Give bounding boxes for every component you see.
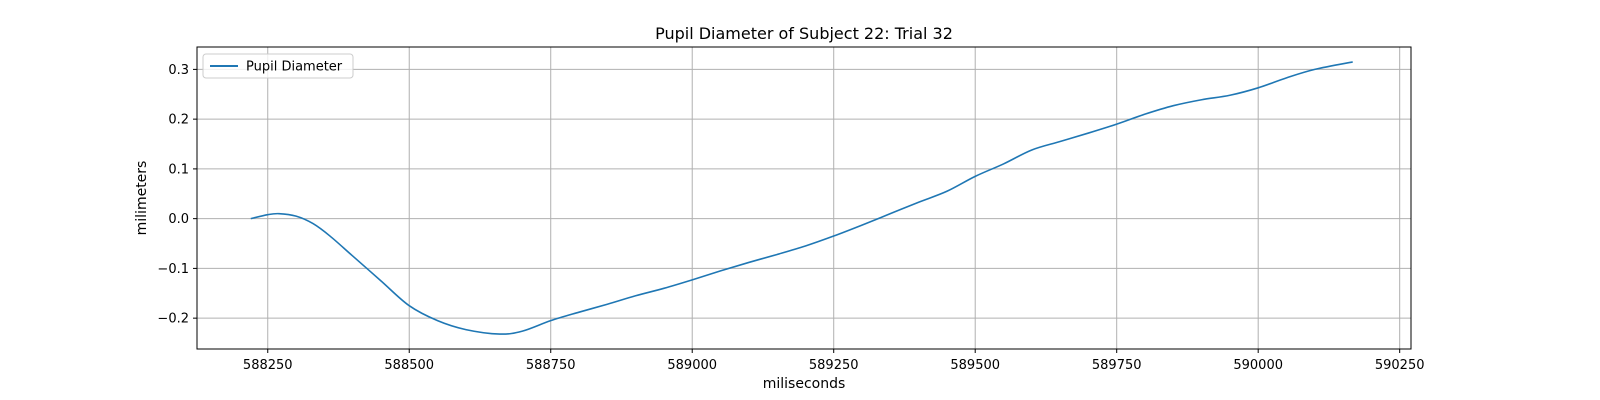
series-line-pupil-diameter <box>250 61 1353 335</box>
chart-title: Pupil Diameter of Subject 22: Trial 32 <box>655 24 953 43</box>
legend: Pupil Diameter <box>202 53 354 79</box>
x-tick-label: 589000 <box>667 358 717 373</box>
x-tick-label: 590000 <box>1233 358 1283 373</box>
legend-label: Pupil Diameter <box>246 60 343 75</box>
legend-box <box>202 53 354 79</box>
ticks: 588250 588500 588750 589000 589250 589500 5897… <box>157 63 1424 373</box>
x-axis-title: miliseconds <box>763 376 846 392</box>
x-tick-label: 588250 <box>243 358 293 373</box>
y-tick-label: 0.3 <box>168 63 189 78</box>
x-tick-label: 589750 <box>1092 358 1142 373</box>
y-tick-label: −0.1 <box>157 262 189 277</box>
x-tick-label: 588750 <box>526 358 576 373</box>
plot-frame <box>196 46 1412 350</box>
grid <box>197 47 1411 349</box>
y-axis-title: milimeters <box>134 161 150 236</box>
series-layer <box>250 61 1353 335</box>
y-tick-label: −0.2 <box>157 312 189 327</box>
x-tick-label: 590250 <box>1375 358 1425 373</box>
x-tick-label: 589500 <box>950 358 1000 373</box>
y-tick-label: 0.2 <box>168 113 189 128</box>
x-tick-label: 589250 <box>809 358 859 373</box>
y-tick-label: 0.0 <box>168 212 189 227</box>
x-tick-label: 588500 <box>384 358 434 373</box>
y-tick-label: 0.1 <box>168 162 189 177</box>
